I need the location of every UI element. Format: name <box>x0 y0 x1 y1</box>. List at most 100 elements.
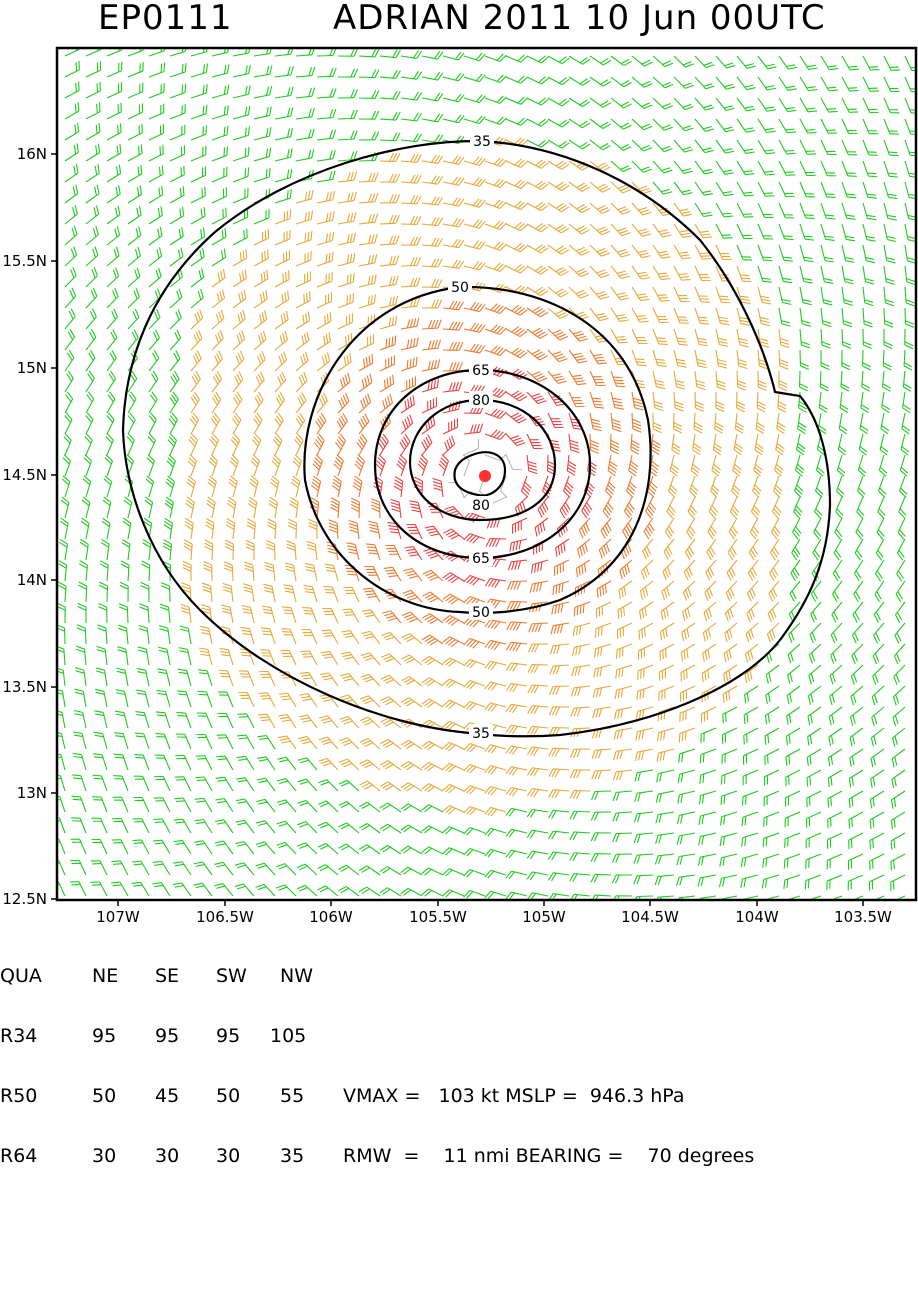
wind-barb <box>191 351 201 371</box>
wind-barb <box>820 371 828 391</box>
wind-barb <box>716 350 727 368</box>
wind-barb <box>485 54 506 62</box>
wind-barb <box>153 861 170 875</box>
wind-barb <box>235 884 254 896</box>
wind-barb <box>632 245 650 258</box>
wind-barb <box>506 222 527 231</box>
wind-barb <box>290 497 299 518</box>
wind-barb <box>359 193 378 203</box>
wind-barb <box>265 562 275 581</box>
wind-barb <box>359 802 380 812</box>
wind-barb <box>808 686 821 705</box>
wind-barb <box>747 581 758 601</box>
wind-barb <box>178 669 191 686</box>
wind-barb <box>422 340 441 350</box>
wind-barb <box>113 776 128 791</box>
wind-barb <box>657 749 674 762</box>
wind-barb <box>883 371 891 391</box>
wind-barb <box>658 728 674 742</box>
wind-barb <box>506 55 527 62</box>
wind-barb <box>339 780 359 791</box>
wind-barb <box>681 644 695 661</box>
wind-barb <box>766 665 779 683</box>
wind-barb <box>842 287 853 305</box>
wind-barb <box>903 392 911 413</box>
wind-barb <box>303 586 317 602</box>
wind-barb <box>359 254 377 266</box>
wind-barb <box>128 227 141 245</box>
wind-barb <box>107 413 114 434</box>
wind-barb <box>107 103 121 119</box>
wind-barb <box>296 88 315 98</box>
wind-barb <box>833 560 842 581</box>
wind-barb <box>149 330 159 350</box>
wind-barb <box>800 56 818 69</box>
wind-barb <box>70 860 86 875</box>
wind-barb <box>270 476 279 497</box>
wind-barb <box>737 224 753 239</box>
wind-barb <box>86 267 97 287</box>
wind-barb <box>84 455 92 476</box>
wind-barb <box>674 161 693 173</box>
wind-barb <box>86 329 96 350</box>
wind-barb <box>900 455 908 476</box>
wind-barb <box>901 434 909 455</box>
wind-barb <box>728 539 737 560</box>
wind-barb <box>674 98 693 110</box>
wind-barb <box>485 430 506 440</box>
wind-barb <box>161 583 170 602</box>
wind-barb <box>766 686 779 704</box>
wind-barb <box>91 839 107 854</box>
wind-barb <box>691 455 700 476</box>
wind-barb <box>842 245 854 262</box>
wind-barb <box>210 434 219 455</box>
wind-barb <box>638 644 653 660</box>
wind-barb <box>401 740 422 749</box>
wind-barb <box>211 413 220 434</box>
wind-barb <box>569 371 586 385</box>
wind-barb <box>401 825 422 833</box>
wind-barb <box>169 413 178 434</box>
wind-barb <box>590 371 606 386</box>
contour-label: 35 <box>472 726 490 742</box>
wind-barb <box>758 371 767 391</box>
wind-barb <box>107 62 122 77</box>
wind-barb <box>722 728 737 744</box>
wind-barb <box>590 161 611 171</box>
wind-barb <box>879 455 887 476</box>
wind-barb <box>821 140 837 155</box>
wind-barb <box>244 562 254 581</box>
wind-barb <box>548 831 569 839</box>
wind-barb <box>176 734 191 749</box>
wind-barb <box>380 355 395 371</box>
wind-barb <box>338 233 355 245</box>
wind-barb <box>339 823 359 833</box>
wind-barb <box>246 540 254 560</box>
wind-barb <box>716 287 730 303</box>
wind-barb <box>317 211 334 224</box>
wind-barb <box>755 434 764 455</box>
wind-barb <box>635 749 653 761</box>
wind-barb <box>170 104 185 119</box>
wind-barb <box>527 140 548 147</box>
wind-barb <box>787 686 800 704</box>
wind-barb <box>359 354 373 371</box>
wind-barb <box>340 674 359 686</box>
wind-barb <box>832 602 842 622</box>
wind-barb <box>212 269 225 287</box>
wind-barb <box>86 164 99 182</box>
wind-barb <box>134 755 149 770</box>
wind-barb <box>282 607 296 623</box>
wind-barb <box>716 308 729 325</box>
wind-barb <box>349 520 359 539</box>
wind-barb <box>422 259 442 267</box>
wind-barb <box>167 455 176 476</box>
wind-barb <box>212 289 225 308</box>
wind-barb <box>827 833 842 849</box>
wind-barb <box>713 434 722 455</box>
wind-barb <box>422 155 443 164</box>
wind-barb <box>880 434 888 455</box>
wind-barb <box>753 476 762 497</box>
wind-barb <box>422 320 441 329</box>
